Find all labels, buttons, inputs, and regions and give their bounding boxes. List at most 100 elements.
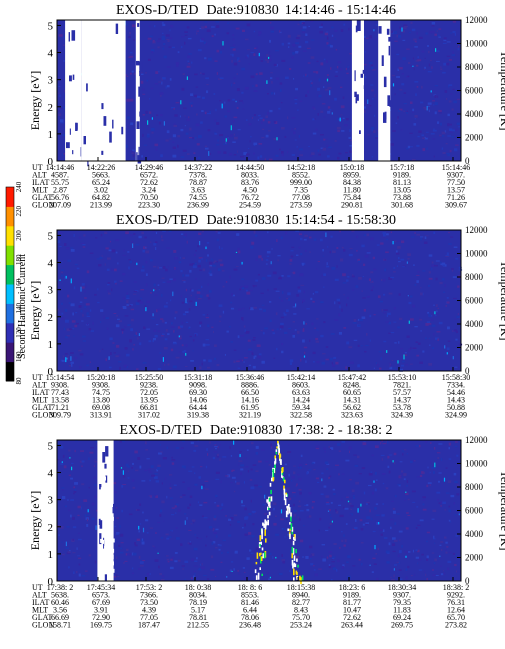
ephemeris-row-label: MLT (32, 606, 48, 615)
y-tick-label: 5 (48, 20, 54, 32)
colorbar-swatch (6, 225, 14, 246)
ephemeris-cell: 83.76 (241, 178, 259, 187)
ephemeris-cell: 14.37 (393, 396, 411, 405)
y-tick-label: 1 (48, 549, 54, 561)
ephemeris-cell: 15:14:54 (46, 373, 74, 382)
ephemeris-cell: 13.95 (140, 396, 158, 405)
ephemeris-cell: 14:22:26 (87, 163, 115, 172)
ephemeris-cell: 15:42:14 (287, 373, 315, 382)
y-tick-label: 4 (48, 258, 54, 270)
ephemeris-cell: 14.31 (343, 396, 361, 405)
spectrogram-texture (57, 230, 463, 372)
ephemeris-row-label: GLAT (32, 193, 53, 202)
ephemeris-cell: 9308. (92, 381, 110, 390)
y-right-tick-label: 6000 (465, 296, 484, 306)
ephemeris-cell: 169.75 (90, 621, 112, 630)
ephemeris-row-label: ILAT (32, 598, 49, 607)
ephemeris-cell: 14:44:50 (236, 163, 264, 172)
ephemeris-cell: 290.81 (341, 201, 363, 210)
ephemeris-cell: 14:37:22 (184, 163, 212, 172)
ephemeris-cell: 273.82 (445, 621, 467, 630)
ephemeris-cell: 213.99 (90, 201, 112, 210)
ephemeris-cell: 999.00 (290, 178, 312, 187)
ephemeris-cell: 18: 8: 6 (238, 583, 262, 592)
ephemeris-cell: 56.62 (343, 403, 361, 412)
ephemeris-cell: 74.75 (92, 388, 110, 397)
data-gap (81, 20, 126, 161)
colorbar-swatch (6, 187, 14, 207)
ephemeris-cell: 18:38: 2 (443, 583, 469, 592)
ephemeris-cell: 78.19 (189, 598, 207, 607)
ephemeris-cell: 9308. (51, 381, 69, 390)
ephemeris-row-label: GLAT (32, 403, 53, 412)
ephemeris-cell: 72.62 (140, 178, 158, 187)
y-axis-left: 0 1 2 3 4 5 (48, 230, 61, 378)
ephemeris-cell: 64.82 (92, 193, 110, 202)
ephemeris-cell: 301.68 (391, 201, 413, 210)
y-right-tick-label: 6000 (465, 506, 484, 516)
ephemeris-cell: 8959. (343, 171, 361, 180)
y-tick-label: 1 (48, 129, 54, 141)
colorbar: 80 100 120 140 160 180 200 220 240 (5, 181, 23, 385)
ephemeris-row-label: ALT (32, 171, 47, 180)
ephemeris-cell: 76.72 (241, 193, 259, 202)
colorbar-tick-label: 200 (15, 230, 23, 241)
ephemeris-row-label: ALT (32, 381, 47, 390)
y-right-tick-label: 0 (465, 576, 470, 586)
ephemeris-cell: 61.95 (241, 403, 259, 412)
y-right-tick-label: 4000 (465, 529, 484, 539)
ephemeris-cell: 7378. (189, 171, 207, 180)
ephemeris-cell: 18:30:34 (388, 583, 416, 592)
ephemeris-cell: 14.06 (189, 396, 207, 405)
ephemeris-cell: 15:25:50 (135, 373, 163, 382)
ephemeris-cell: 65.70 (447, 613, 465, 622)
ephemeris-cell: 66.69 (51, 613, 69, 622)
ephemeris-cell: 13.80 (92, 396, 110, 405)
ephemeris-cell: 18:23: 6 (339, 583, 365, 592)
ephemeris-row-label: ILAT (32, 388, 49, 397)
ephemeris-cell: 17:38: 2 (47, 583, 73, 592)
ephemeris-cell: 254.59 (239, 201, 261, 210)
ephemeris-cell: 69.08 (92, 403, 110, 412)
ephemeris-cell: 309.67 (445, 201, 467, 210)
ephemeris-cell: 64.44 (189, 403, 207, 412)
y-tick-label: 1 (48, 339, 54, 351)
ephemeris-cell: 69.30 (189, 388, 207, 397)
ephemeris-cell: 63.63 (292, 388, 310, 397)
ephemeris-cell: 55.75 (51, 178, 69, 187)
ephemeris-cell: 187.47 (138, 621, 160, 630)
ephemeris-cell: 15:14:46 (442, 163, 470, 172)
spectrogram-field (57, 230, 461, 371)
ephemeris-cell: 11.83 (393, 606, 411, 615)
ephemeris-cell: 77.08 (292, 193, 310, 202)
ephemeris-cell: 14.43 (447, 396, 465, 405)
panel-title-date: Date:910830 (210, 423, 282, 438)
y-right-tick-label: 8000 (465, 62, 484, 72)
ephemeris-cell: 5.17 (191, 606, 205, 615)
panel-title-time-range: 17:38: 2 - 18:38: 2 (288, 423, 392, 438)
panel-title: EXOS-D/TED Date:910830 14:14:46 - 15:14:46 (116, 3, 396, 18)
ephemeris-row-label: GLON (32, 621, 54, 630)
ephemeris-cell: 15:7:18 (390, 163, 414, 172)
ephemeris-cell: 56.76 (51, 193, 69, 202)
y-tick-label: 4 (48, 468, 54, 480)
ephemeris-cell: 212.55 (187, 621, 209, 630)
ephemeris-cell: 4.39 (142, 606, 156, 615)
ephemeris-row-label: ALT (32, 591, 47, 600)
ephemeris-cell: 8033. (241, 171, 259, 180)
ephemeris-cell: 76.31 (447, 598, 465, 607)
ephemeris-cell: 81.46 (241, 598, 259, 607)
ephemeris-cell: 66.50 (241, 388, 259, 397)
y-tick-label: 2 (48, 522, 54, 534)
ephemeris-cell: 5638. (51, 591, 69, 600)
ephemeris-cell: 223.30 (138, 201, 160, 210)
ephemeris-cell: 53.78 (393, 403, 411, 412)
ephemeris-cell: 263.44 (341, 621, 363, 630)
panel-title-time-range: 14:14:46 - 15:14:46 (285, 3, 396, 18)
y-right-tick-label: 8000 (465, 272, 484, 282)
ephemeris-cell: 67.69 (92, 598, 110, 607)
ephemeris-cell: 236.48 (239, 621, 261, 630)
ephemeris-cell: 81.77 (343, 598, 361, 607)
ephemeris-cell: 8034. (189, 591, 207, 600)
ephemeris-cell: 15:20:18 (87, 373, 115, 382)
